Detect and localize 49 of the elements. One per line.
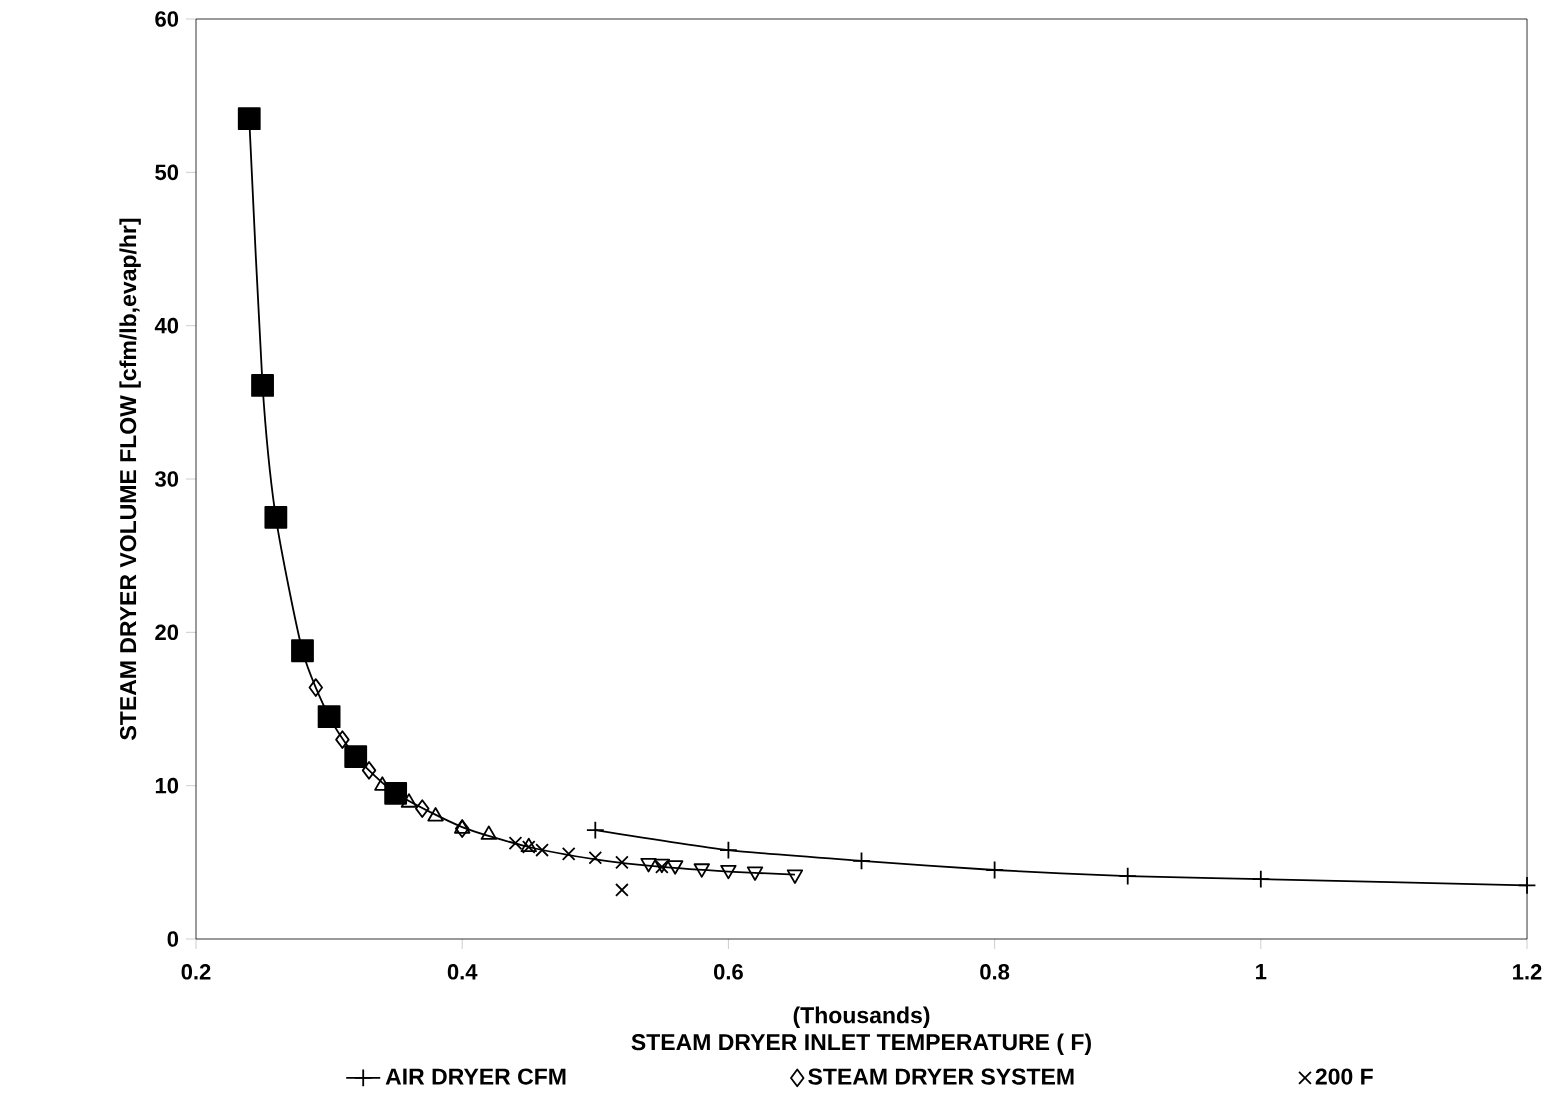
- point: [344, 745, 368, 768]
- x-tick-label: 1: [1256, 964, 1267, 980]
- point: [985, 860, 1004, 880]
- point: [693, 863, 710, 878]
- x-tick-label: 0.6: [713, 964, 743, 980]
- point: [719, 840, 738, 860]
- point: [720, 864, 737, 880]
- point: [384, 781, 408, 805]
- point: [561, 847, 576, 861]
- point: [786, 869, 804, 884]
- point: [1118, 866, 1138, 886]
- point: [1517, 876, 1537, 895]
- x-axis-title: STEAM DRYER INLET TEMPERATURE ( F): [631, 1033, 1091, 1055]
- point: [455, 819, 470, 838]
- point: [615, 883, 629, 897]
- y-tick-label: 30: [154, 471, 179, 487]
- point: [308, 678, 323, 697]
- point: [317, 705, 341, 729]
- point: [640, 858, 657, 873]
- point: [586, 820, 605, 840]
- point: [666, 860, 684, 875]
- legend-label: AIR DRYER CFM: [385, 1068, 566, 1085]
- point: [746, 866, 764, 881]
- y-tick-label: 40: [154, 317, 179, 334]
- x-tick-label: 0.4: [447, 964, 478, 980]
- x-tick-label: 0.8: [980, 964, 1010, 980]
- point: [508, 836, 523, 851]
- legend-label: 200 F: [1315, 1068, 1373, 1085]
- y-axis-title: STEAM DRYER VOLUME FLOW [cfm/lb,evap/hr]: [119, 218, 141, 740]
- point: [615, 855, 629, 870]
- point: [361, 761, 377, 780]
- y-tick-label: 10: [155, 777, 179, 794]
- point: [291, 639, 314, 663]
- point: [251, 374, 274, 397]
- x-tick-label: 0.2: [181, 964, 211, 980]
- y-tick-label: 20: [155, 624, 179, 641]
- point: [852, 851, 871, 871]
- point: [335, 730, 350, 749]
- y-tick-label: 0: [167, 931, 179, 947]
- point: [1251, 869, 1271, 889]
- point: [588, 850, 603, 865]
- y-tick-label: 60: [155, 11, 179, 27]
- point: [415, 799, 430, 818]
- point: [264, 505, 288, 529]
- point: [237, 107, 261, 131]
- y-tick-label: 50: [155, 164, 179, 181]
- text: (Thousands): [793, 1006, 930, 1028]
- legend-label: STEAM DRYER SYSTEM: [808, 1068, 1074, 1085]
- x-tick-label: 1.2: [1513, 964, 1542, 980]
